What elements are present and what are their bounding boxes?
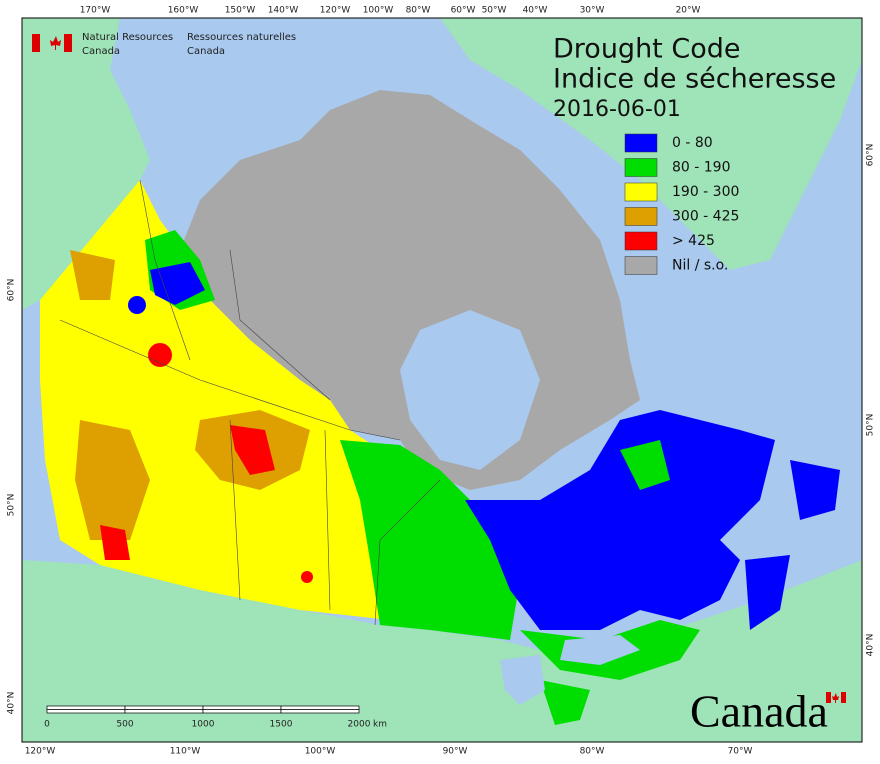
- map-frame: [21, 17, 863, 743]
- longitude-label: 30°W: [580, 6, 605, 16]
- org-name: Canada: [82, 46, 120, 57]
- zone-over-425: [100, 525, 130, 560]
- latitude-label: 40°N: [866, 634, 876, 657]
- zone-over-425: [230, 425, 275, 475]
- scale-unit: km: [373, 720, 387, 730]
- wordmark: Canada: [690, 686, 828, 737]
- graticule-labels: 170°W 160°W 150°W 140°W 120°W 100°W 80°W 60°W 50…: [7, 6, 876, 757]
- scale-label: 1500: [270, 720, 293, 730]
- legend-swatch: [624, 256, 658, 275]
- longitude-label: 110°W: [170, 747, 201, 757]
- longitude-label: 120°W: [320, 6, 351, 16]
- legend-swatch: [624, 231, 658, 251]
- scale-segment: [202, 709, 282, 714]
- latitude-label: 40°N: [7, 692, 17, 715]
- maple-leaf: [832, 693, 839, 703]
- legend-swatch: [624, 133, 658, 153]
- org-name: Natural Resources: [82, 32, 173, 43]
- zone-300-425: [70, 250, 115, 300]
- great-lakes: [560, 635, 640, 665]
- scale-segment: [46, 709, 126, 714]
- zone-80-190: [340, 440, 520, 640]
- maple-leaf: [50, 36, 61, 50]
- scale-segment: [280, 709, 360, 714]
- scale-segment: [124, 709, 204, 714]
- wordmark-flag: [826, 692, 846, 703]
- zone-over-425: [148, 343, 172, 367]
- zone-300-425: [75, 420, 150, 540]
- alaska: [22, 18, 150, 310]
- legend: 0 - 80 80 - 190 190 - 300 300 - 425 > 425 Nil…: [624, 133, 739, 275]
- legend-label: 190 - 300: [672, 184, 739, 200]
- zone-0-80: [128, 296, 146, 314]
- longitude-label: 20°W: [676, 6, 701, 16]
- usa: [22, 560, 862, 742]
- legend-swatch: [624, 207, 658, 226]
- scale-bar: 0 500 1000 1500 2000 km: [44, 705, 387, 730]
- legend-label: 80 - 190: [672, 160, 731, 176]
- flag-bar: [826, 692, 831, 703]
- zone-80-190: [620, 440, 670, 490]
- latitude-label: 60°N: [7, 279, 17, 302]
- org-name: Ressources naturelles: [187, 32, 296, 43]
- scale-segment: [202, 705, 282, 710]
- longitude-label: 150°W: [225, 6, 256, 16]
- longitude-label: 90°W: [443, 747, 468, 757]
- legend-swatch: [624, 158, 658, 177]
- longitude-label: 160°W: [168, 6, 199, 16]
- boundaries: [59, 179, 441, 626]
- latitude-label: 50°N: [866, 414, 876, 437]
- scale-label: 2000: [348, 720, 371, 730]
- hudson-bay: [400, 310, 540, 470]
- longitude-label: 50°W: [482, 6, 507, 16]
- longitude-label: 170°W: [80, 6, 111, 16]
- longitude-label: 100°W: [363, 6, 394, 16]
- header: Natural Resources Canada Ressources natu…: [32, 32, 296, 57]
- longitude-label: 140°W: [268, 6, 299, 16]
- legend-swatch: [624, 182, 658, 202]
- org-name: Canada: [187, 46, 225, 57]
- scale-label: 0: [44, 720, 50, 730]
- zone-over-425: [301, 571, 313, 583]
- flag-bar: [64, 34, 72, 52]
- scale-label: 500: [116, 720, 133, 730]
- flag-bar: [841, 692, 846, 703]
- longitude-label: 120°W: [25, 747, 56, 757]
- zone-0-80: [745, 555, 790, 630]
- zone-0-80: [465, 410, 775, 630]
- title: Drought Code: [553, 34, 740, 65]
- flag-bar: [32, 34, 40, 52]
- legend-label: 0 - 80: [672, 135, 713, 151]
- latitude-label: 60°N: [866, 144, 876, 167]
- longitude-label: 70°W: [728, 747, 753, 757]
- longitude-label: 100°W: [305, 747, 336, 757]
- scale-segment: [46, 705, 126, 710]
- legend-label: Nil / s.o.: [672, 258, 728, 274]
- date: 2016-06-01: [553, 97, 681, 122]
- zone-0-80: [790, 460, 840, 520]
- scale-segment: [124, 705, 204, 710]
- latitude-label: 50°N: [7, 494, 17, 517]
- scale-segment: [280, 705, 360, 710]
- map-body: [22, 18, 862, 742]
- longitude-label: 80°W: [406, 6, 431, 16]
- zone-80-190: [540, 680, 590, 725]
- longitude-label: 80°W: [580, 747, 605, 757]
- great-lakes: [500, 655, 545, 705]
- longitude-label: 60°W: [451, 6, 476, 16]
- title: Indice de sécheresse: [553, 64, 836, 95]
- legend-label: > 425: [672, 233, 715, 249]
- longitude-label: 40°W: [523, 6, 548, 16]
- zone-0-80: [150, 262, 205, 305]
- legend-label: 300 - 425: [672, 209, 739, 225]
- scale-label: 1000: [192, 720, 215, 730]
